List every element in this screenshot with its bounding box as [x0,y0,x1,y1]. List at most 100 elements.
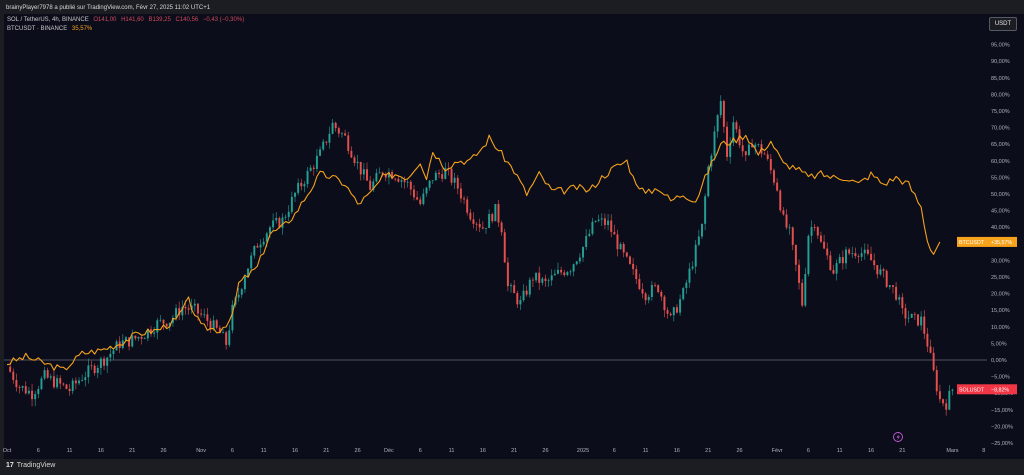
sol-candle[interactable] [891,285,894,287]
sol-candle[interactable] [506,262,509,287]
sol-candle[interactable] [691,266,694,269]
sol-candle[interactable] [156,320,159,333]
sol-candle[interactable] [522,290,525,301]
sol-candle[interactable] [175,308,178,318]
currency-button[interactable]: USDT [989,17,1017,31]
sol-candle[interactable] [879,269,882,275]
sol-candle[interactable] [18,387,21,388]
sol-candle[interactable] [713,131,716,156]
sol-candle[interactable] [431,180,434,182]
sol-candle[interactable] [15,380,18,388]
sol-candle[interactable] [682,288,685,300]
sol-candle[interactable] [84,377,87,381]
sol-candle[interactable] [56,378,59,388]
sol-candle[interactable] [278,217,281,228]
sol-candle[interactable] [150,329,153,334]
sol-candle[interactable] [463,198,466,200]
sol-candle[interactable] [500,222,503,233]
sol-candle[interactable] [588,233,591,236]
sol-candle[interactable] [619,244,622,250]
sol-candle[interactable] [306,170,309,185]
sol-candle[interactable] [425,187,428,194]
sol-candle[interactable] [788,227,791,229]
sol-candle[interactable] [225,332,228,345]
sol-candle[interactable] [134,335,137,339]
sol-candle[interactable] [478,223,481,228]
sol-candle[interactable] [184,306,187,309]
sol-candle[interactable] [560,269,563,273]
sol-candle[interactable] [181,306,184,316]
sol-candle[interactable] [240,289,243,295]
sol-candle[interactable] [412,189,415,198]
sol-candle[interactable] [672,307,675,316]
sol-candle[interactable] [556,269,559,274]
sol-candle[interactable] [9,366,12,372]
sol-candle[interactable] [290,196,293,212]
sol-candle[interactable] [494,204,497,222]
sol-candle[interactable] [469,212,472,220]
sol-candle[interactable] [553,273,556,276]
sol-candle[interactable] [378,172,381,174]
sol-candle[interactable] [666,310,669,314]
sol-candle[interactable] [453,177,456,183]
sol-candle[interactable] [610,220,613,232]
sol-candle[interactable] [74,380,77,384]
sol-candle[interactable] [62,383,65,385]
sol-candle[interactable] [697,236,700,245]
sol-candle[interactable] [384,174,387,178]
sol-candle[interactable] [46,370,49,378]
sol-candle[interactable] [406,181,409,183]
sol-candle[interactable] [162,319,165,324]
sol-candle[interactable] [124,337,127,341]
sol-candle[interactable] [356,161,359,163]
sol-candle[interactable] [315,155,318,169]
sol-candle[interactable] [757,144,760,145]
sol-candle[interactable] [945,403,948,410]
sol-candle[interactable] [844,249,847,264]
sol-candle[interactable] [741,145,744,152]
sol-candle[interactable] [459,188,462,199]
sol-candle[interactable] [262,241,265,245]
sol-candle[interactable] [616,234,619,250]
sol-candle[interactable] [807,235,810,275]
sol-candle[interactable] [885,270,888,287]
sol-candle[interactable] [528,279,531,295]
sol-candle[interactable] [766,154,769,159]
sol-candle[interactable] [434,172,437,181]
sol-candle[interactable] [43,370,46,379]
sol-candle[interactable] [660,291,663,297]
sol-candle[interactable] [103,358,106,366]
sol-candle[interactable] [187,308,190,310]
sol-candle[interactable] [87,365,90,378]
sol-candle[interactable] [256,245,259,248]
sol-candle[interactable] [96,367,99,373]
sol-candle[interactable] [243,277,246,290]
sol-candle[interactable] [638,279,641,290]
sol-candle[interactable] [707,166,710,197]
sol-candle[interactable] [40,378,43,390]
sol-candle[interactable] [359,161,362,175]
sol-candle[interactable] [475,223,478,225]
sol-candle[interactable] [866,249,869,254]
sol-candle[interactable] [350,150,353,158]
sol-candle[interactable] [409,181,412,190]
sol-candle[interactable] [268,227,271,234]
sol-candle[interactable] [59,378,62,384]
sol-candle[interactable] [804,274,807,306]
sol-candle[interactable] [929,346,932,353]
sol-candle[interactable] [920,316,923,326]
sol-candle[interactable] [12,371,15,381]
sol-candle[interactable] [272,220,275,228]
sol-candle[interactable] [178,308,181,316]
sol-candle[interactable] [484,227,487,229]
sol-candle[interactable] [895,286,898,300]
sol-candle[interactable] [669,313,672,316]
sol-candle[interactable] [722,101,725,127]
sol-candle[interactable] [131,335,134,347]
sol-candle[interactable] [416,197,419,200]
sol-candle[interactable] [362,169,365,175]
sol-candle[interactable] [600,218,603,220]
sol-candle[interactable] [171,317,174,323]
sol-candle[interactable] [513,285,516,294]
sol-candle[interactable] [948,390,951,410]
